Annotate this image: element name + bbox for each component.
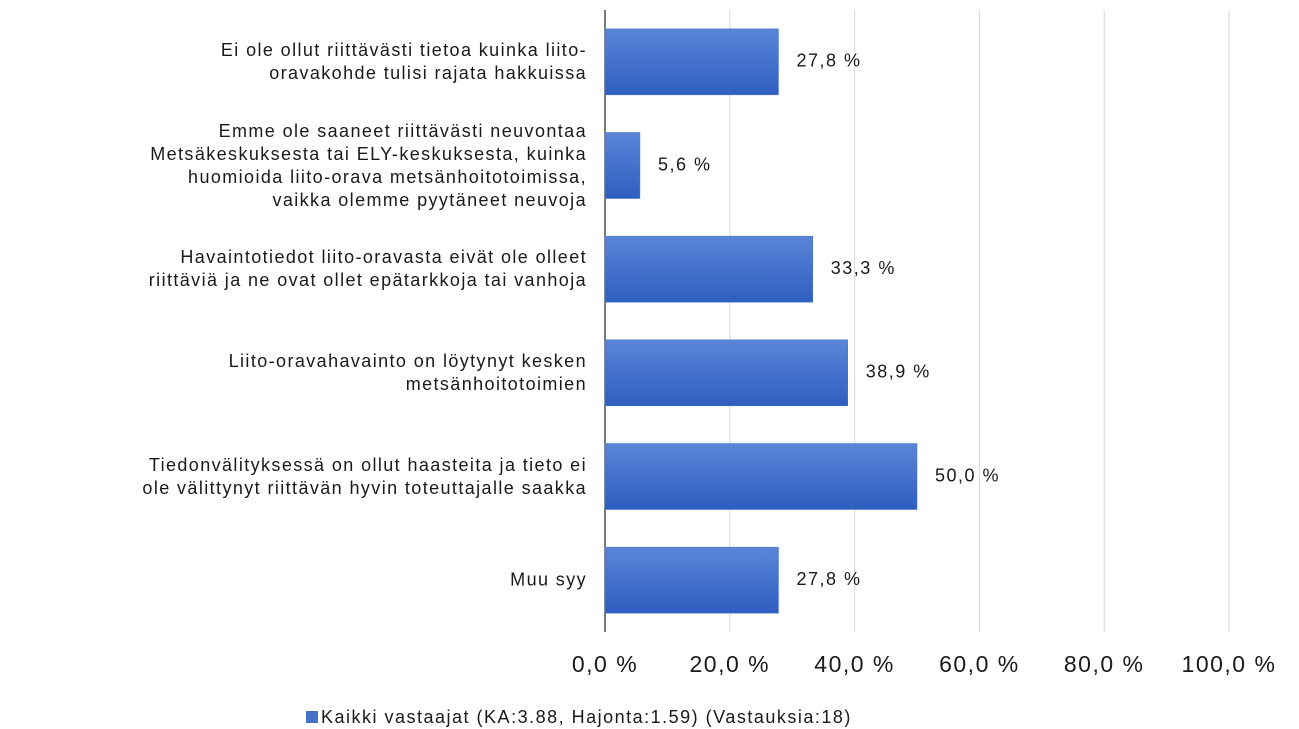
bar bbox=[604, 443, 918, 510]
category-label: Emme ole saaneet riittävästi neuvontaa M… bbox=[150, 120, 587, 210]
bar bbox=[604, 339, 848, 407]
category-label: Havaintotiedot liito-oravasta eivät ole … bbox=[148, 247, 587, 291]
value-label: 50,0 % bbox=[935, 465, 1000, 485]
legend-swatch bbox=[306, 711, 318, 723]
category-label: Tiedonvälityksessä on ollut haasteita ja… bbox=[142, 454, 587, 498]
bar bbox=[604, 235, 814, 303]
x-tick-label: 100,0 % bbox=[1182, 651, 1277, 677]
value-label: 27,8 % bbox=[796, 569, 861, 589]
legend-label: Kaikki vastaajat (KA:3.88, Hajonta:1.59)… bbox=[321, 707, 852, 727]
category-label: Muu syy bbox=[510, 569, 587, 590]
x-tick-label: 80,0 % bbox=[1064, 651, 1145, 677]
x-tick-label: 40,0 % bbox=[814, 651, 895, 677]
bar bbox=[604, 546, 779, 614]
bar bbox=[604, 132, 641, 199]
category-label: Liito-oravahavainto on löytynyt kesken m… bbox=[228, 350, 587, 394]
x-tick-label: 20,0 % bbox=[689, 651, 770, 677]
value-label: 33,3 % bbox=[831, 258, 896, 278]
x-tick-label: 0,0 % bbox=[572, 651, 638, 677]
bar bbox=[604, 28, 779, 96]
value-label: 38,9 % bbox=[866, 362, 931, 382]
value-label: 27,8 % bbox=[796, 51, 861, 71]
category-label: Ei ole ollut riittävästi tietoa kuinka l… bbox=[220, 39, 587, 83]
value-label: 5,6 % bbox=[658, 154, 712, 174]
x-tick-label: 60,0 % bbox=[939, 651, 1020, 677]
